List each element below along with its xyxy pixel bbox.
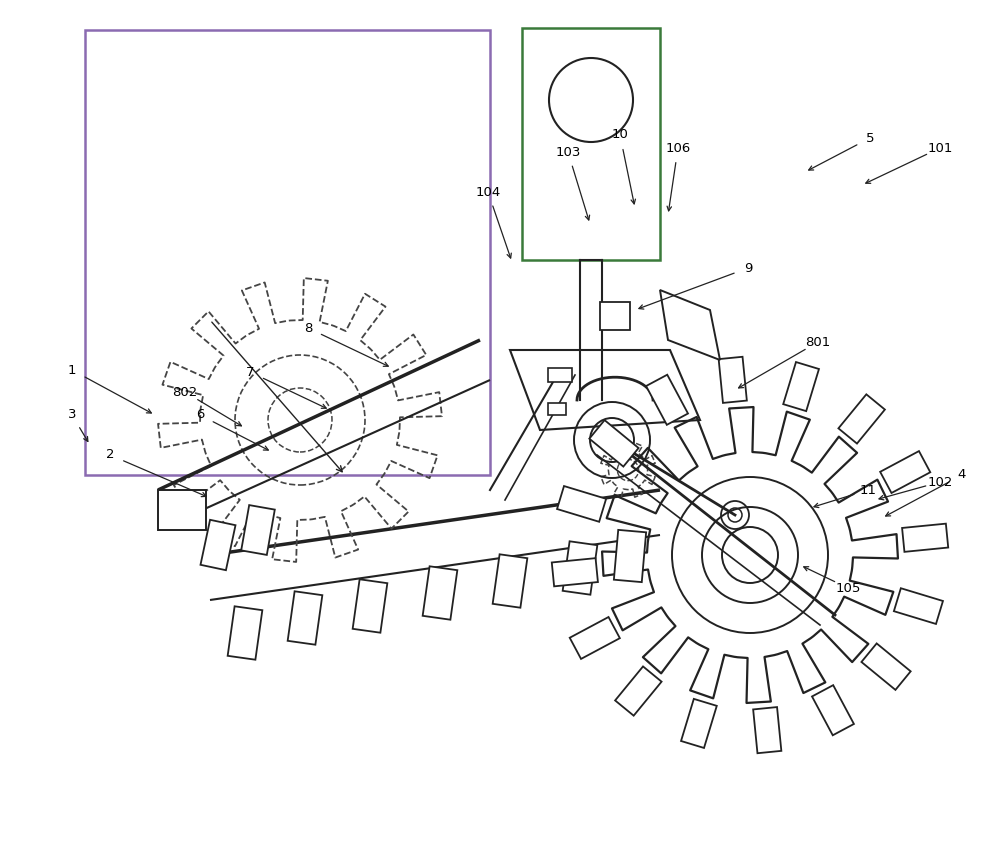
- Text: 10: 10: [612, 128, 628, 141]
- Text: 103: 103: [555, 145, 581, 158]
- Polygon shape: [753, 707, 781, 753]
- Polygon shape: [493, 554, 527, 608]
- Polygon shape: [353, 579, 387, 633]
- Text: 2: 2: [106, 449, 114, 462]
- Text: 7: 7: [246, 365, 254, 378]
- Bar: [600, 302, 630, 330]
- Polygon shape: [681, 699, 717, 748]
- Text: 102: 102: [927, 475, 953, 488]
- Polygon shape: [838, 394, 885, 443]
- Bar: [158, 490, 206, 530]
- Bar: [548, 368, 572, 382]
- Polygon shape: [570, 617, 620, 659]
- Polygon shape: [552, 559, 598, 586]
- Bar: [85, 30, 490, 475]
- Text: 106: 106: [665, 141, 691, 154]
- Bar: [522, 28, 660, 260]
- Polygon shape: [660, 290, 720, 360]
- Polygon shape: [902, 524, 948, 552]
- Text: 105: 105: [835, 581, 861, 594]
- Polygon shape: [614, 530, 646, 582]
- Polygon shape: [646, 375, 688, 425]
- Polygon shape: [288, 591, 322, 644]
- Text: 11: 11: [860, 483, 876, 496]
- Bar: [548, 403, 566, 415]
- Text: 8: 8: [304, 321, 312, 334]
- Text: 9: 9: [744, 262, 752, 275]
- Polygon shape: [861, 643, 911, 690]
- Polygon shape: [894, 588, 943, 624]
- Polygon shape: [228, 606, 262, 660]
- Polygon shape: [423, 566, 457, 620]
- Polygon shape: [563, 541, 597, 595]
- Text: 101: 101: [927, 141, 953, 154]
- Text: 1: 1: [68, 364, 76, 377]
- Text: 6: 6: [196, 409, 204, 422]
- Polygon shape: [201, 520, 235, 570]
- Text: 4: 4: [958, 469, 966, 481]
- Text: 802: 802: [172, 385, 198, 398]
- Polygon shape: [615, 667, 662, 715]
- Polygon shape: [812, 685, 854, 735]
- Text: 3: 3: [68, 409, 76, 422]
- Polygon shape: [241, 505, 275, 555]
- Text: 801: 801: [805, 335, 831, 348]
- Text: 104: 104: [475, 185, 501, 198]
- Polygon shape: [510, 350, 700, 430]
- Text: 5: 5: [866, 132, 874, 145]
- Polygon shape: [589, 420, 639, 467]
- Polygon shape: [783, 362, 819, 411]
- Polygon shape: [719, 357, 747, 403]
- Polygon shape: [557, 486, 606, 522]
- Polygon shape: [880, 451, 930, 493]
